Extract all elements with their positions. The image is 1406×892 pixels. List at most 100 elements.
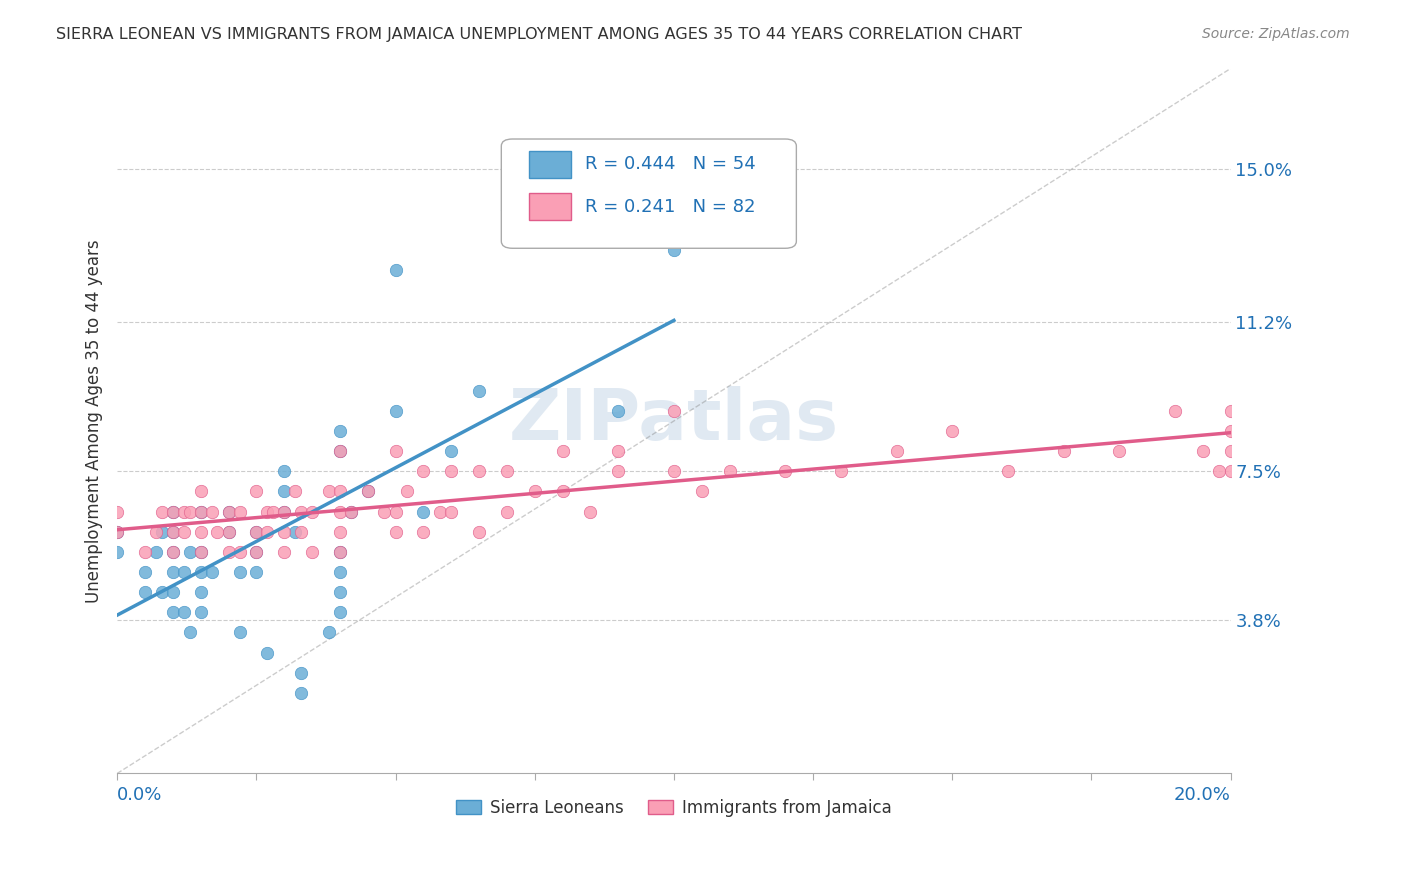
Point <box>145 545 167 559</box>
Point <box>551 484 574 499</box>
Point <box>523 484 546 499</box>
Point <box>1219 424 1241 438</box>
Point <box>440 505 463 519</box>
Point <box>179 545 201 559</box>
Point <box>373 505 395 519</box>
Point <box>134 545 156 559</box>
Point <box>329 565 352 579</box>
Point <box>273 545 295 559</box>
Point <box>329 444 352 458</box>
Text: 0.0%: 0.0% <box>117 786 163 804</box>
Point <box>329 545 352 559</box>
Point <box>173 605 195 619</box>
Point <box>941 424 963 438</box>
Point <box>256 524 278 539</box>
Point <box>256 646 278 660</box>
Text: 20.0%: 20.0% <box>1174 786 1230 804</box>
Point <box>162 545 184 559</box>
Point <box>245 545 267 559</box>
Point <box>105 505 128 519</box>
Point <box>773 464 796 478</box>
Point <box>190 484 212 499</box>
Point <box>173 524 195 539</box>
Point <box>190 524 212 539</box>
Point <box>228 545 250 559</box>
Point <box>218 524 240 539</box>
Point <box>162 505 184 519</box>
Text: R = 0.444   N = 54: R = 0.444 N = 54 <box>585 155 755 173</box>
Point <box>190 505 212 519</box>
Point <box>245 484 267 499</box>
Point <box>329 484 352 499</box>
Point <box>290 524 312 539</box>
Point <box>1219 464 1241 478</box>
Y-axis label: Unemployment Among Ages 35 to 44 years: Unemployment Among Ages 35 to 44 years <box>86 239 103 603</box>
Point <box>1219 404 1241 418</box>
Point <box>395 484 418 499</box>
Point <box>496 464 519 478</box>
Point <box>301 505 323 519</box>
Point <box>440 444 463 458</box>
Point <box>997 464 1019 478</box>
Point <box>384 404 406 418</box>
Point <box>190 505 212 519</box>
Point <box>384 263 406 277</box>
Point <box>318 625 340 640</box>
Point <box>179 505 201 519</box>
Point <box>290 665 312 680</box>
Point <box>329 444 352 458</box>
Point <box>340 505 363 519</box>
Point <box>105 524 128 539</box>
Point <box>245 524 267 539</box>
Point <box>607 464 630 478</box>
Point <box>607 444 630 458</box>
Point <box>329 524 352 539</box>
Text: R = 0.241   N = 82: R = 0.241 N = 82 <box>585 198 755 216</box>
Point <box>150 585 173 599</box>
Point <box>301 545 323 559</box>
Point <box>162 524 184 539</box>
Point <box>830 464 852 478</box>
Point <box>412 524 434 539</box>
Point <box>218 524 240 539</box>
Point <box>218 505 240 519</box>
Point <box>179 625 201 640</box>
Point <box>1164 404 1187 418</box>
Point <box>284 524 307 539</box>
Point <box>412 464 434 478</box>
Text: Source: ZipAtlas.com: Source: ZipAtlas.com <box>1202 27 1350 41</box>
Legend: Sierra Leoneans, Immigrants from Jamaica: Sierra Leoneans, Immigrants from Jamaica <box>449 790 900 825</box>
Point <box>690 484 713 499</box>
Point <box>329 545 352 559</box>
Point <box>162 585 184 599</box>
Bar <box>529 151 571 178</box>
Point <box>273 505 295 519</box>
Point <box>1219 444 1241 458</box>
Point <box>190 585 212 599</box>
Point <box>551 444 574 458</box>
FancyBboxPatch shape <box>502 139 796 248</box>
Point <box>173 565 195 579</box>
Point <box>886 444 908 458</box>
Point <box>218 505 240 519</box>
Text: ZIPatlas: ZIPatlas <box>509 386 839 456</box>
Point <box>273 524 295 539</box>
Text: SIERRA LEONEAN VS IMMIGRANTS FROM JAMAICA UNEMPLOYMENT AMONG AGES 35 TO 44 YEARS: SIERRA LEONEAN VS IMMIGRANTS FROM JAMAIC… <box>56 27 1022 42</box>
Point <box>412 505 434 519</box>
Point <box>1208 464 1230 478</box>
Point <box>273 484 295 499</box>
Point <box>150 505 173 519</box>
Point <box>496 505 519 519</box>
Point <box>162 505 184 519</box>
Point <box>145 524 167 539</box>
Point <box>329 505 352 519</box>
Point <box>468 524 491 539</box>
Point <box>468 464 491 478</box>
Point <box>134 565 156 579</box>
Point <box>579 505 602 519</box>
Point <box>173 505 195 519</box>
Point <box>256 505 278 519</box>
Point <box>190 545 212 559</box>
Point <box>384 444 406 458</box>
Point <box>245 565 267 579</box>
